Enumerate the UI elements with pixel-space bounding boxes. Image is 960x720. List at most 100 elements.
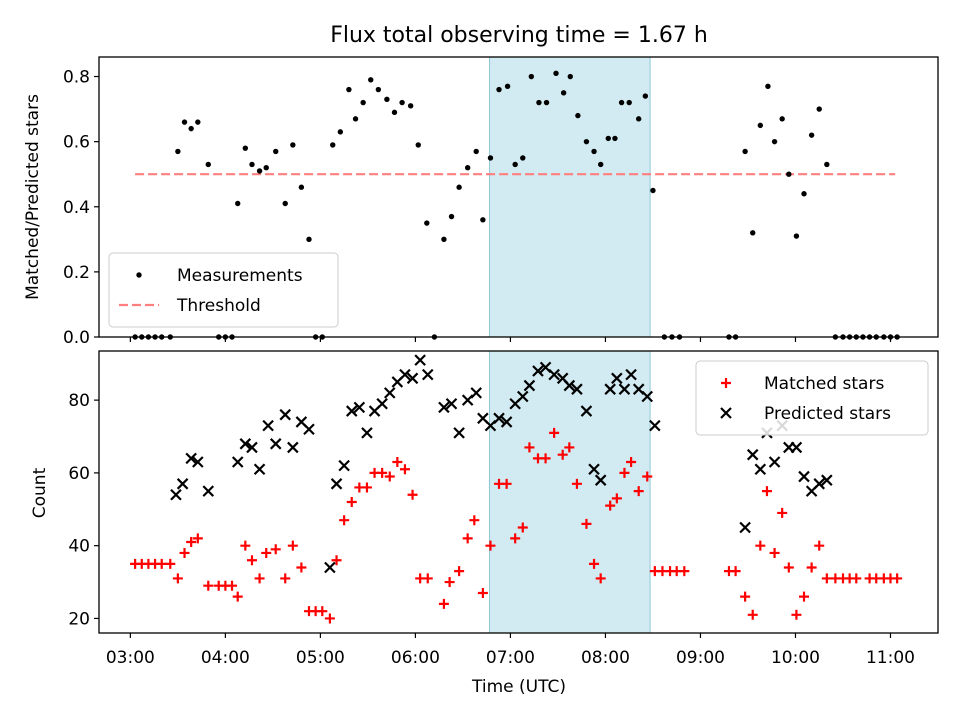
matched-stars-point: [626, 456, 637, 467]
measurement-point: [824, 161, 830, 168]
matched-stars-point: [296, 562, 307, 573]
matched-stars-point: [755, 540, 766, 551]
predicted-stars-point: [287, 441, 299, 454]
predicted-stars-point: [523, 379, 536, 392]
predicted-stars-point: [330, 478, 343, 490]
measurement-point: [816, 106, 822, 112]
matched-stars-point: [679, 566, 690, 577]
predicted-stars-point: [618, 383, 631, 395]
x-tick-label: 04:00: [201, 648, 250, 668]
y-tick-label: 60: [68, 464, 90, 484]
matched-stars-point: [422, 573, 433, 584]
predicted-stars-point: [532, 365, 544, 377]
matched-stars-point: [444, 577, 455, 588]
legend-marker: [136, 272, 142, 278]
predicted-stars-point: [239, 438, 252, 450]
y-tick-label: 0.8: [63, 68, 90, 88]
matched-stars-point: [361, 482, 372, 493]
predicted-stars-point: [262, 419, 274, 432]
predicted-stars-point: [361, 427, 373, 439]
measurement-point: [642, 93, 649, 99]
measurement-point: [793, 233, 800, 239]
matched-stars-point: [384, 471, 395, 482]
matched-stars-point: [740, 591, 751, 602]
predicted-stars-point: [376, 397, 388, 410]
matched-stars-point: [477, 587, 488, 598]
predicted-stars-point: [406, 372, 419, 385]
measurement-point: [346, 86, 352, 93]
measurement-point: [765, 83, 771, 90]
measurement-point: [337, 129, 344, 135]
matched-stars-point: [407, 489, 418, 500]
predicted-stars-point: [345, 405, 358, 417]
matched-stars-point: [517, 522, 528, 533]
measurement-point: [399, 99, 405, 106]
matched-stars-point: [392, 456, 403, 467]
matched-stars-point: [324, 613, 335, 624]
predicted-stars-point: [790, 441, 803, 454]
predicted-stars-point: [324, 561, 336, 574]
measurement-point: [618, 99, 625, 106]
measurement-point: [742, 148, 748, 155]
measurement-point: [464, 164, 471, 171]
predicted-stars-point: [170, 488, 182, 501]
predicted-stars-point: [580, 405, 593, 417]
matched-stars-point: [287, 540, 298, 551]
matched-stars-point: [469, 515, 480, 526]
y-tick-label: 0.6: [63, 133, 90, 153]
measurement-point: [306, 236, 312, 243]
matched-stars-point: [270, 544, 281, 555]
measurement-point: [612, 135, 618, 142]
matched-stars-point: [203, 580, 214, 591]
matched-stars-point: [821, 573, 832, 584]
predicted-stars-point: [625, 368, 637, 381]
matched-stars-point: [240, 540, 251, 551]
measurement-point: [801, 191, 807, 197]
predicted-stars-point: [353, 401, 366, 414]
matched-stars-point: [438, 598, 449, 609]
matched-stars-point: [246, 555, 257, 566]
measurement-point: [504, 83, 511, 90]
matched-stars-point: [399, 464, 410, 475]
matched-stars-point: [510, 533, 521, 544]
matched-stars-point: [156, 558, 167, 569]
matched-stars-point: [769, 547, 780, 558]
matched-stars-point: [581, 518, 592, 529]
predicted-stars-point: [338, 459, 350, 472]
matched-stars-point: [892, 573, 903, 584]
measurement-point: [256, 168, 263, 174]
measurement-point: [298, 184, 305, 190]
measurement-point: [512, 161, 518, 168]
measurement-point: [496, 86, 502, 93]
predicted-stars-point: [821, 474, 833, 486]
measurement-point: [480, 217, 486, 223]
predicted-stars-point: [813, 478, 826, 490]
matched-stars-point: [261, 547, 272, 558]
measurement-point: [583, 138, 590, 145]
measurement-point: [560, 90, 567, 96]
measurement-point: [242, 145, 249, 151]
measurement-point: [282, 200, 288, 207]
matched-stars-point: [589, 558, 600, 569]
predicted-stars-point: [768, 456, 781, 468]
predicted-stars-point: [246, 441, 258, 454]
x-tick-label: 03:00: [106, 648, 155, 668]
measurement-point: [808, 132, 815, 138]
measurement-point: [771, 138, 778, 145]
measurement-point: [456, 184, 462, 190]
predicted-stars-point: [470, 387, 482, 399]
matched-stars-point: [165, 558, 176, 569]
matched-stars-point: [192, 533, 203, 544]
measurement-point: [591, 148, 597, 155]
matched-stars-point: [377, 467, 388, 478]
matched-stars-point: [346, 497, 357, 508]
matched-stars-point: [571, 478, 582, 489]
matched-stars-point: [564, 442, 575, 453]
measurement-point: [181, 119, 188, 125]
matched-stars-point: [611, 493, 622, 504]
matched-stars-point: [331, 555, 342, 566]
measurement-point: [626, 99, 632, 106]
measurement-point: [263, 164, 269, 171]
measurement-point: [487, 155, 494, 161]
